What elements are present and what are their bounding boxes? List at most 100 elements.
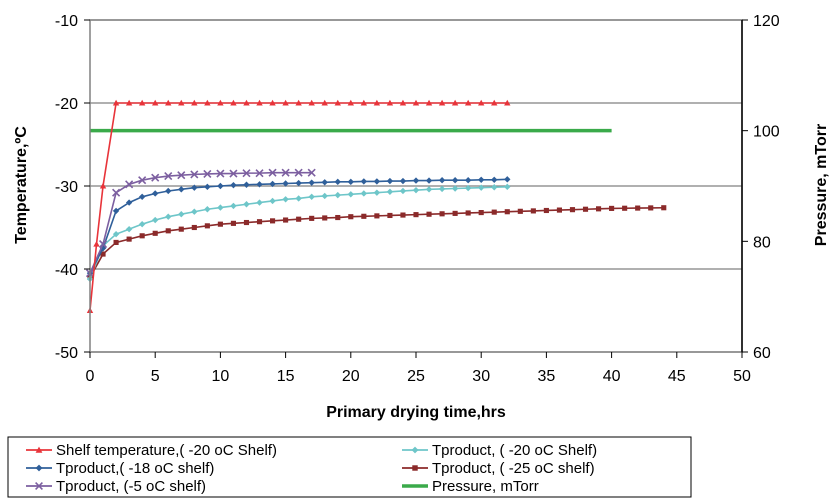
data-point <box>478 184 485 191</box>
data-point <box>230 181 237 189</box>
data-point <box>270 218 276 224</box>
data-point <box>307 168 316 177</box>
data-point <box>283 217 289 223</box>
data-point <box>425 186 433 193</box>
data-point <box>360 190 368 197</box>
data-point <box>112 99 120 106</box>
data-point <box>165 99 172 106</box>
data-point <box>269 197 276 205</box>
data-point <box>125 180 134 189</box>
data-point <box>387 212 393 219</box>
data-point <box>609 205 615 211</box>
data-point <box>217 182 224 190</box>
data-point <box>478 99 485 106</box>
data-point <box>373 99 381 106</box>
data-point <box>177 171 186 180</box>
x-tick-label: 35 <box>538 368 556 385</box>
data-point <box>438 176 446 184</box>
data-point <box>648 205 654 211</box>
y2-axis-ticks: 120 100 80 60 <box>742 13 780 362</box>
data-point <box>35 482 43 490</box>
data-point <box>438 99 446 106</box>
data-point <box>268 168 277 177</box>
data-point <box>138 176 147 185</box>
x-axis-title: Primary drying time,hrs <box>326 404 506 421</box>
series-1 <box>86 183 511 283</box>
data-point <box>412 186 420 194</box>
data-point <box>386 188 394 196</box>
y2-tick-label: 60 <box>753 345 771 362</box>
data-point <box>464 184 472 192</box>
data-point <box>295 179 302 187</box>
data-point <box>243 181 250 188</box>
data-point <box>126 236 132 242</box>
data-point <box>465 210 471 216</box>
data-point <box>308 99 315 106</box>
data-point <box>269 99 276 106</box>
data-point <box>203 169 212 179</box>
data-point <box>256 199 263 206</box>
data-point <box>308 193 315 200</box>
data-point <box>321 99 328 106</box>
data-point <box>334 191 341 199</box>
x-tick-label: 50 <box>733 368 751 385</box>
legend-label: Shelf temperature,( -20 oC Shelf) <box>56 442 277 459</box>
data-point <box>308 179 315 186</box>
data-point <box>334 178 341 186</box>
data-point <box>282 196 289 203</box>
data-point <box>412 99 420 106</box>
data-point <box>190 170 199 179</box>
data-point <box>113 239 119 245</box>
legend-item: Tproduct, ( -25 oC shelf) <box>402 460 595 477</box>
data-point <box>451 185 459 192</box>
data-point <box>411 446 419 454</box>
data-point <box>191 208 198 215</box>
x-tick-label: 25 <box>407 368 425 385</box>
data-point <box>413 212 419 218</box>
data-point <box>165 187 172 195</box>
data-point <box>386 177 394 185</box>
data-point <box>178 226 184 232</box>
y-tick-label: -10 <box>55 13 78 30</box>
legend-label: Tproduct,( -18 oC shelf) <box>56 460 214 477</box>
legend-label: Tproduct, ( -25 oC shelf) <box>432 460 595 477</box>
x-tick-label: 45 <box>668 368 686 385</box>
data-point <box>582 206 589 212</box>
data-point <box>322 215 328 221</box>
data-point <box>112 230 120 238</box>
legend-box <box>7 436 692 498</box>
legend-item: Tproduct, ( -20 oC Shelf) <box>402 442 597 459</box>
data-point <box>229 169 238 178</box>
data-point <box>191 224 197 231</box>
x-tick-label: 20 <box>342 368 360 385</box>
data-point <box>439 211 445 217</box>
data-point <box>504 99 511 106</box>
data-point <box>217 204 224 211</box>
series-line <box>89 102 508 311</box>
x-tick-label: 10 <box>212 368 230 385</box>
data-point <box>138 193 146 200</box>
data-point <box>217 99 224 106</box>
data-point <box>452 210 458 216</box>
data-point <box>464 99 472 106</box>
legend-item: Pressure, mTorr <box>402 478 539 495</box>
data-point <box>243 219 250 226</box>
data-point <box>269 180 276 188</box>
data-point <box>504 183 511 191</box>
data-point <box>661 205 667 211</box>
data-point <box>93 240 100 247</box>
data-point <box>152 190 159 197</box>
y2-axis-title: Pressure, mTorr <box>813 124 830 246</box>
series-0 <box>86 99 511 314</box>
series-2 <box>86 176 511 277</box>
data-point <box>98 240 108 249</box>
y-axis-ticks: -10 -20 -30 -40 -50 <box>55 13 90 362</box>
data-point <box>230 220 236 226</box>
legend-item: Tproduct,( -18 oC shelf) <box>26 460 214 477</box>
data-point <box>556 207 562 213</box>
data-point <box>412 177 420 184</box>
data-point <box>35 464 43 472</box>
data-point <box>399 187 407 195</box>
data-point <box>100 251 106 257</box>
data-point <box>399 177 407 185</box>
